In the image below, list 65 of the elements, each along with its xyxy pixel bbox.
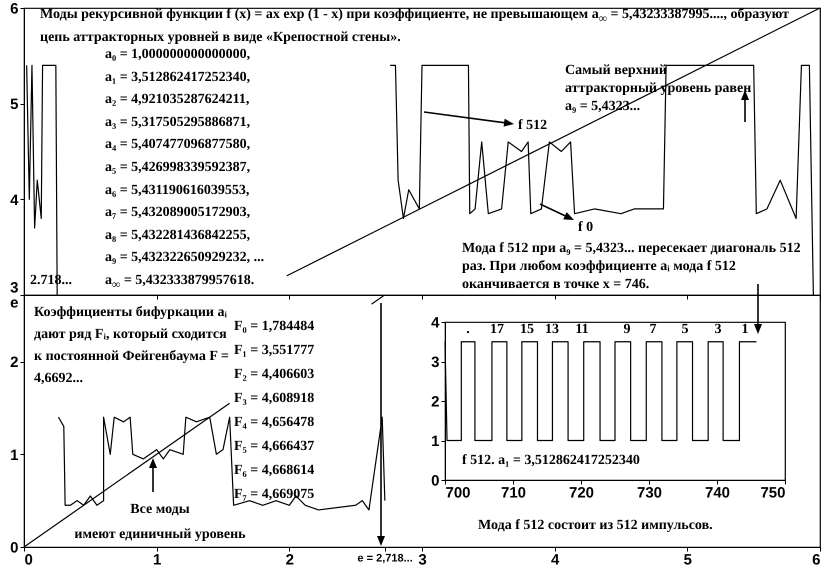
y-tick-label: 3	[431, 354, 440, 371]
x-tick-label: 0	[24, 552, 33, 568]
annotation: 5	[680, 321, 690, 339]
x-tick-label: 700	[446, 484, 471, 502]
x-tick-label: 730	[636, 484, 662, 502]
x-tick-label: 5	[684, 552, 692, 568]
x-tick-label: e = 2,718...	[357, 552, 413, 564]
annotation: F₇ = 4,669075	[234, 486, 316, 504]
annotation: a₃ = 5,317505295886871,	[105, 114, 252, 132]
annotation: f 512	[518, 117, 548, 135]
annotation: 11	[574, 321, 590, 339]
annotation: 13	[544, 321, 560, 339]
annotation: a₉ = 5,432322650929232, ...	[105, 249, 266, 268]
annotation: .	[465, 321, 471, 339]
annotation: f 512. a₁ = 3,512862417252340	[462, 452, 641, 470]
annotation: a₄ = 5,407477096877580,	[105, 136, 252, 154]
x-tick-label: 1	[152, 552, 162, 568]
y-tick-label: 1	[10, 446, 18, 464]
annotation: Мода f 512 при a₉ = 5,4323... пересекает диагональ 512 раз. При любом коэффициенте aᵢ мода f 512 оканчивается в точке x = 746.	[462, 240, 802, 294]
annotation: f 0	[578, 219, 594, 237]
x-tick-label: 4	[550, 552, 560, 568]
annotation: F₄ = 4,656478	[234, 414, 316, 432]
x-tick-label: 720	[568, 484, 594, 502]
y-tick-label: 6	[10, 0, 18, 18]
annotation: F₂ = 4,406603	[234, 366, 316, 384]
y-tick-label: 5	[10, 96, 18, 114]
annotation: a₈ = 5,432281436842255,	[105, 226, 252, 245]
x-tick-label: 710	[500, 484, 526, 502]
y-tick-label: 0	[431, 472, 440, 490]
annotation: a₂ = 4,921035287624211,	[105, 91, 250, 110]
x-tick-label: 750	[760, 484, 786, 502]
annotation: 1	[740, 321, 750, 339]
annotation: F₀ = 1,784484	[234, 318, 316, 336]
x-tick-label: 6	[812, 552, 820, 568]
annotation: 15	[519, 321, 535, 339]
x-tick-label: 740	[704, 484, 730, 502]
annotation: Все моды	[129, 501, 191, 519]
text: Моды рекурсивной функции f (x) = ax exp (1 - x) при коэффициенте, не превышающем a$_{∞}$ = 5,43233387995...., образуют цепь аттракторных уровней в виде «Крепостной стены».	[40, 7, 790, 45]
annotation: имеют единичный уровень	[73, 526, 247, 544]
x-tick-label: 3	[418, 552, 427, 568]
annotation: Коэффициенты бифуркации aᵢ дают ряд Fᵢ, который сходится к постоянной Фейгенбаума F = 4,6692...	[34, 304, 229, 388]
annotation: F₅ = 4,666437	[234, 438, 316, 456]
annotation: F₃ = 4,608918	[234, 390, 316, 408]
y-tick-label: 0	[10, 540, 18, 556]
annotation: F₆ = 4,668614	[234, 462, 316, 480]
y-tick-label: 2	[431, 394, 440, 410]
annotation: a$_{∞}$ = 5,432333879957618.	[105, 272, 256, 293]
annotation: a₆ = 5,431190616039553,	[105, 182, 250, 200]
y-tick-label: 4	[10, 192, 20, 209]
annotation: a₁ = 3,512862417252340,	[105, 68, 252, 87]
annotation: 9	[622, 321, 632, 339]
annotation: 17	[489, 321, 505, 339]
y-tick-label: e	[10, 294, 18, 312]
y-tick-label: 4	[431, 314, 440, 332]
x-tick-label: 2	[286, 552, 294, 568]
y-tick-label: 2	[10, 354, 18, 372]
y-tick-label: 3	[10, 280, 18, 296]
y-tick-label: 1	[431, 433, 440, 450]
annotation: a₇ = 5,432089005172903,	[105, 204, 252, 222]
annotation: 7	[648, 321, 658, 339]
annotation: Мода f 512 состоит из 512 импульсов.	[478, 517, 714, 535]
annotation: 3	[714, 321, 722, 339]
annotation: a₅ = 5,426998339592387,	[105, 159, 252, 177]
annotation: a₀ = 1,000000000000000,	[105, 46, 252, 64]
annotation: F₁ = 3,551777	[234, 342, 316, 360]
